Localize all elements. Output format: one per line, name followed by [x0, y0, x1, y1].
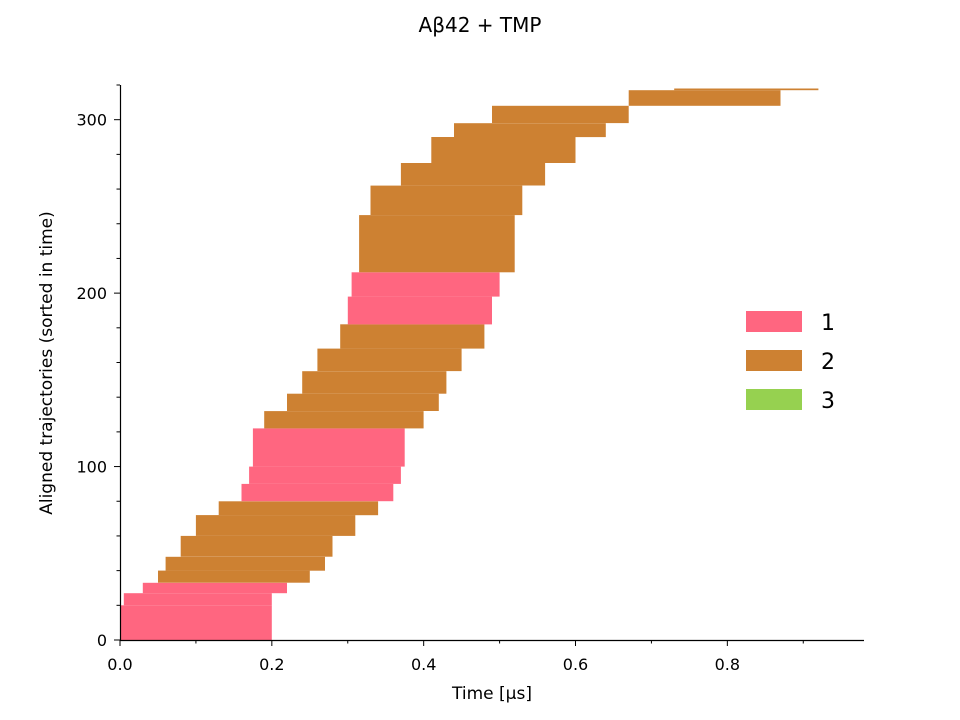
segment-6 [195, 515, 356, 536]
x-tick-label: 0.4 [411, 655, 436, 674]
segment-0 [120, 605, 272, 640]
segment-11 [264, 411, 424, 429]
segment-20 [400, 163, 546, 186]
segment-7 [218, 501, 379, 516]
segment-8 [241, 483, 394, 502]
y-ticks: 0 100 200 300 [76, 84, 120, 650]
legend: 1 2 3 [746, 311, 835, 414]
legend-label-3: 3 [821, 389, 835, 414]
segment-5 [180, 535, 333, 557]
y-tick-label: 200 [76, 284, 107, 303]
y-tick-label: 300 [76, 111, 107, 130]
segment-14 [317, 348, 462, 372]
y-axis-title: Aligned trajectories (sorted in time) [37, 211, 57, 515]
y-tick-label: 100 [76, 458, 107, 477]
segment-16 [347, 296, 492, 325]
segment-25 [674, 88, 819, 91]
x-ticks: 0.0 0.2 0.4 0.6 0.8 [107, 640, 804, 674]
segment-3 [158, 570, 310, 583]
y-tick-label: 0 [97, 631, 107, 650]
axes [119, 85, 864, 642]
segment-4 [165, 556, 325, 571]
legend-swatch-2 [746, 350, 802, 371]
segment-17 [351, 272, 500, 297]
segment-21 [431, 137, 576, 163]
legend-swatch-3 [746, 389, 802, 410]
legend-label-1: 1 [821, 311, 835, 336]
segment-13 [302, 371, 447, 394]
segment-15 [340, 324, 485, 349]
x-tick-label: 0.0 [107, 655, 132, 674]
segment-19 [370, 185, 523, 216]
segment-24 [628, 90, 781, 106]
segment-22 [454, 123, 606, 138]
x-tick-label: 0.6 [563, 655, 588, 674]
x-axis-title: Time [μs] [451, 684, 532, 704]
segment-9 [249, 466, 401, 484]
segment-18 [359, 215, 515, 273]
x-tick-label: 0.8 [715, 655, 740, 674]
legend-label-2: 2 [821, 350, 835, 375]
segment-10 [252, 428, 405, 467]
segment-12 [287, 393, 439, 411]
legend-swatch-1 [746, 311, 802, 332]
x-tick-label: 0.2 [259, 655, 284, 674]
segment-1 [123, 593, 272, 606]
chart-title: Aβ42 + TMP [419, 13, 542, 37]
segment-23 [492, 105, 629, 124]
plot-area [120, 88, 819, 640]
segment-2 [142, 582, 287, 594]
